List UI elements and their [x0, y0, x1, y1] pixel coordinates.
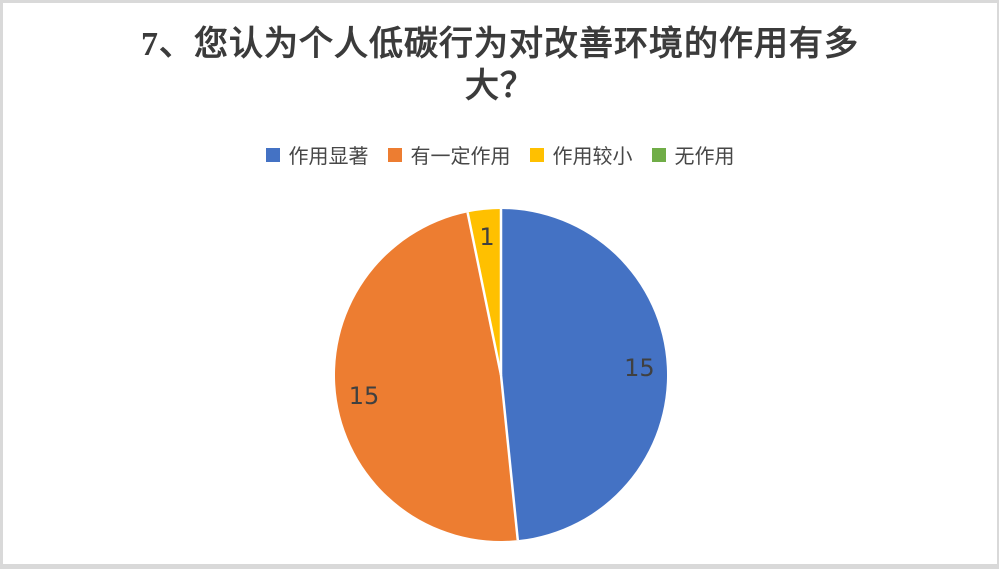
- legend-label: 无作用: [674, 146, 735, 168]
- legend-swatch-icon: [265, 147, 280, 162]
- chart-title-line-2: 大？: [465, 68, 535, 105]
- pie-slice-1: [334, 212, 518, 542]
- legend-label: 有一定作用: [410, 146, 511, 168]
- legend-swatch-icon: [387, 147, 402, 162]
- pie-chart: 15 15 1: [334, 208, 668, 542]
- chart-title-line-1: 7、您认为个人低碳行为对改善环境的作用有多: [141, 26, 859, 63]
- legend-item-0: 作用显著: [265, 140, 369, 169]
- chart-legend: 作用显著 有一定作用 作用较小 无作用: [3, 140, 997, 169]
- pie-slice-separator: [466, 212, 503, 376]
- legend-label: 作用较小: [552, 146, 633, 168]
- chart-title: 7、您认为个人低碳行为对改善环境的作用有多 大？: [3, 24, 997, 108]
- pie-data-label-0: 15: [624, 354, 655, 382]
- legend-item-2: 作用较小: [529, 140, 633, 169]
- legend-swatch-icon: [529, 147, 544, 162]
- legend-item-3: 无作用: [651, 140, 735, 169]
- legend-swatch-icon: [651, 147, 666, 162]
- pie-slice-separator: [499, 374, 520, 541]
- legend-item-1: 有一定作用: [387, 140, 511, 169]
- pie-data-label-2: 1: [479, 223, 494, 251]
- pie-data-label-1: 15: [349, 382, 380, 410]
- pie-slice-0: [501, 208, 668, 541]
- legend-label: 作用显著: [288, 146, 369, 168]
